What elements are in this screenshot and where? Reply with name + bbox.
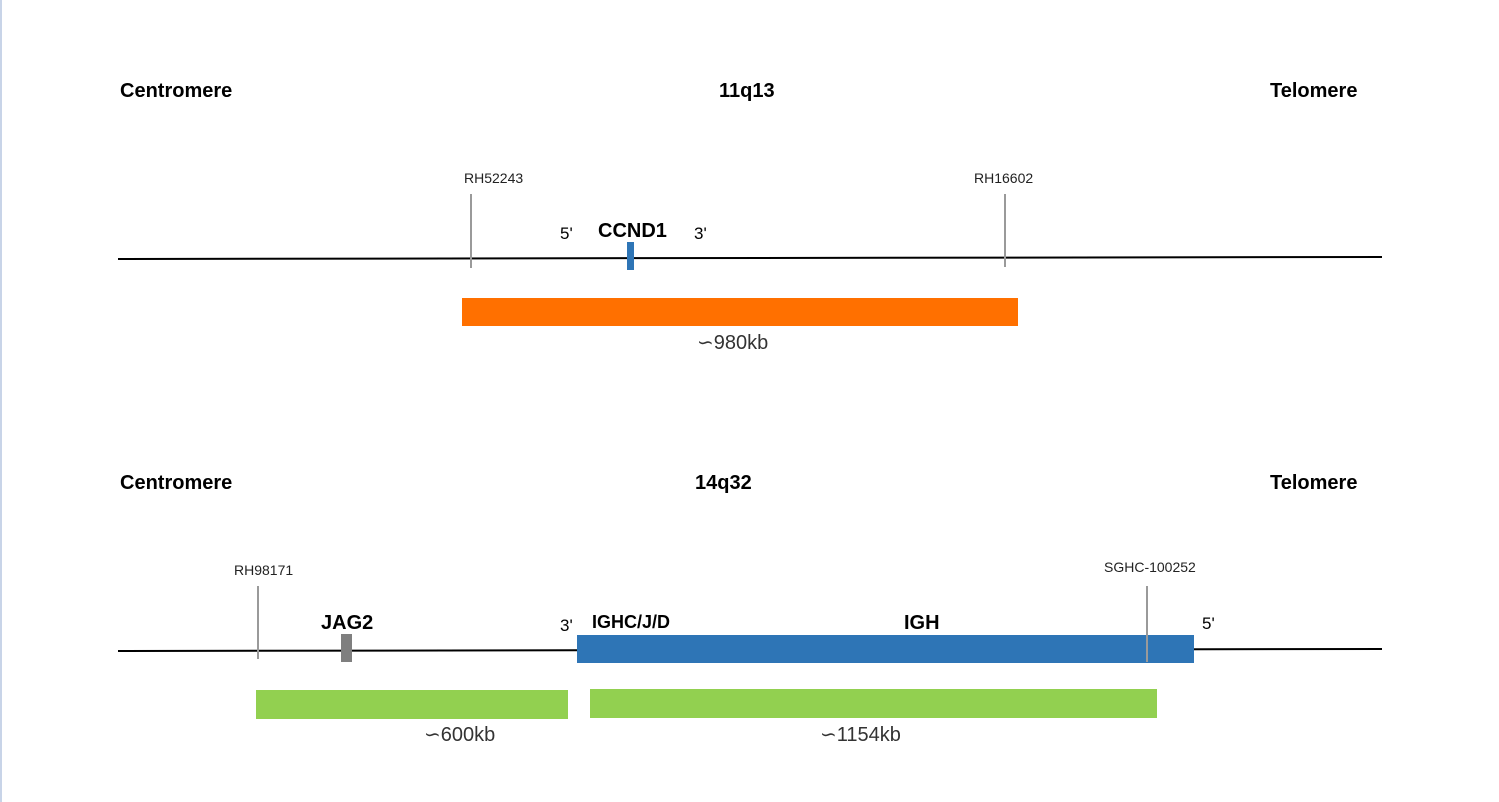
chromosome-line-11q13 (117, 256, 1383, 260)
gene-label-igh: IGH (904, 612, 940, 634)
marker-label-rh98171: RH98171 (234, 562, 294, 578)
gene-label-ccnd1: CCND1 (598, 220, 667, 242)
probe-size-label-600kb: ∽600kb (424, 724, 496, 746)
probe-bar-1154kb (590, 689, 1157, 718)
marker-label-sghc-100252: SGHC-100252 (1104, 559, 1196, 575)
gene-label-jag2: JAG2 (321, 612, 374, 634)
marker-label-rh16602: RH16602 (974, 170, 1034, 186)
marker-label-rh52243: RH52243 (464, 170, 524, 186)
band-title-11q13: 11q13 (719, 80, 775, 102)
centromere-label-bottom: Centromere (120, 472, 233, 494)
three-prime-label-ccnd1: 3' (694, 224, 707, 243)
gene-label-ighc-j-d: IGHC/J/D (592, 612, 671, 632)
igh-gene-block (577, 635, 1194, 663)
three-prime-label-igh: 3' (560, 616, 573, 635)
five-prime-label-igh: 5' (1202, 614, 1215, 633)
probe-size-label-980kb: ∽980kb (697, 332, 769, 354)
telomere-label-top: Telomere (1270, 80, 1358, 102)
telomere-label-bottom: Telomere (1270, 472, 1358, 494)
band-title-14q32: 14q32 (695, 472, 752, 494)
window-left-border (0, 0, 2, 802)
ccnd1-gene-block (627, 242, 634, 270)
probe-bar-980kb (462, 298, 1018, 326)
centromere-label-top: Centromere (120, 80, 233, 102)
five-prime-label-ccnd1: 5' (560, 224, 573, 243)
probe-bar-600kb (256, 690, 568, 719)
probe-size-label-1154kb: ∽1154kb (820, 724, 901, 746)
jag2-gene-block (341, 634, 352, 662)
